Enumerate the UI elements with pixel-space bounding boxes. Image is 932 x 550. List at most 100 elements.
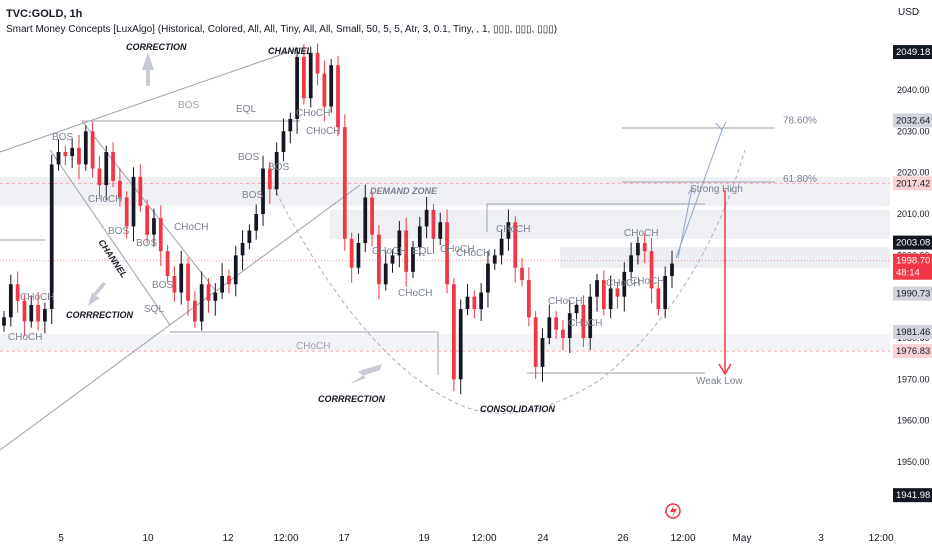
price-tag-label: 1998.70 (896, 256, 930, 267)
candle-body (642, 242, 647, 252)
bos-label: BOS (178, 100, 199, 111)
structure-label: CHoCH (496, 224, 530, 235)
x-tick-label: 17 (338, 533, 350, 544)
price-tag (893, 488, 932, 503)
candle-body (499, 238, 504, 256)
candle-body (458, 309, 463, 380)
structure-label: CHoCH (456, 248, 490, 259)
annotation-channel-1: CHANNEL (268, 46, 312, 56)
x-tick-label: 12:00 (471, 533, 496, 544)
candle-body (83, 131, 88, 165)
weak-low-label: Weak Low (696, 376, 743, 387)
arrow-left (350, 364, 382, 384)
structure-label: CHoCH (606, 278, 640, 289)
candle-body (438, 222, 443, 239)
candle-body (90, 131, 95, 169)
y-tick-label: 2010.00 (897, 209, 930, 219)
candle-body (254, 214, 259, 231)
y-tick-label: 1950.00 (897, 457, 930, 467)
structure-label: BOS (136, 238, 157, 249)
candle-body (363, 197, 368, 243)
candle-body (315, 52, 320, 74)
channel-lower (0, 184, 361, 451)
candle-body (574, 304, 579, 314)
candle-body (281, 131, 286, 152)
price-axis[interactable]: 1950.001960.001970.001980.002000.002010.… (893, 45, 932, 503)
candle-body (526, 280, 531, 318)
indicator-label[interactable]: Smart Money Concepts [LuxAlgo] (Historic… (6, 24, 558, 35)
candle-body (220, 276, 224, 293)
candle-body (104, 152, 109, 186)
candle-body (49, 164, 54, 310)
candle-body (561, 329, 565, 338)
x-tick-label: 19 (418, 533, 430, 544)
candle-body (349, 238, 354, 268)
candle-body (274, 152, 279, 190)
candle-body (595, 280, 599, 297)
price-tag (893, 286, 932, 301)
candle-body (567, 313, 572, 338)
candle-body (670, 263, 674, 276)
fib-label: 78.60% (783, 115, 817, 126)
y-tick-label: 2030.00 (897, 126, 930, 136)
candle-body (513, 222, 518, 268)
candle-body (554, 317, 558, 330)
candle-body (601, 280, 606, 310)
x-tick-label: 5 (58, 533, 64, 544)
price-tag (893, 253, 932, 280)
candle-body (540, 338, 545, 367)
structure-label: BOS (242, 190, 263, 201)
price-tag-label: 1981.46 (896, 327, 930, 338)
price-tag (893, 176, 932, 191)
currency-label: USD (898, 7, 920, 18)
candle-body (43, 309, 47, 322)
candle-body (199, 284, 204, 322)
annotation-demand-zone: DEMAND ZONE (370, 186, 438, 196)
candle-body (452, 284, 456, 380)
candle-body (152, 218, 156, 235)
structure-label: BOS (52, 132, 73, 143)
structure-label: CHoCH (88, 194, 122, 205)
structure-label: BOS (152, 280, 173, 291)
candle-body (63, 152, 68, 157)
candle-body (431, 209, 436, 239)
candle-body (581, 304, 586, 338)
y-tick-label: 2020.00 (897, 168, 930, 178)
consolidation-arc (269, 149, 746, 414)
candle-body (472, 296, 477, 310)
x-tick-label: 12:00 (273, 533, 298, 544)
price-tag-label: 2017.42 (896, 178, 930, 189)
candle-body (186, 263, 190, 301)
price-tag-label: 1941.98 (896, 490, 930, 501)
structure-label: CHoCH (174, 222, 208, 233)
symbol-title[interactable]: TVC:GOLD, 1h (6, 8, 83, 20)
candle-body (547, 317, 552, 338)
candle-body (424, 209, 429, 227)
y-tick-label: 1960.00 (897, 416, 930, 426)
structure-label: CHoCH (398, 288, 432, 299)
projection-2-head (687, 187, 696, 195)
structure-label: CHoCH (296, 108, 330, 119)
candle-body (172, 276, 177, 293)
time-axis[interactable]: 5 10 12 12:00 17 19 12:00 24 26 12:00 May 3 12:00 (58, 503, 894, 544)
candle-body (390, 255, 395, 264)
candle-body (663, 276, 668, 310)
candle-body (213, 292, 218, 301)
annotation-consolidation: CONSOLIDATION (480, 404, 555, 414)
candle-body (295, 56, 299, 119)
structure-label: CHoCH (440, 244, 474, 255)
candle-body (308, 52, 313, 99)
candle-body (649, 251, 654, 289)
candle-body (404, 230, 409, 272)
candle-body (97, 168, 102, 186)
drawings-layer (0, 47, 775, 451)
candle-body (342, 127, 347, 239)
candle-body (233, 255, 238, 285)
candle-body (506, 222, 511, 239)
candle-body (377, 234, 381, 285)
candle-body (622, 271, 627, 297)
structure-label: EQL (412, 246, 432, 257)
candle-body (370, 197, 374, 235)
